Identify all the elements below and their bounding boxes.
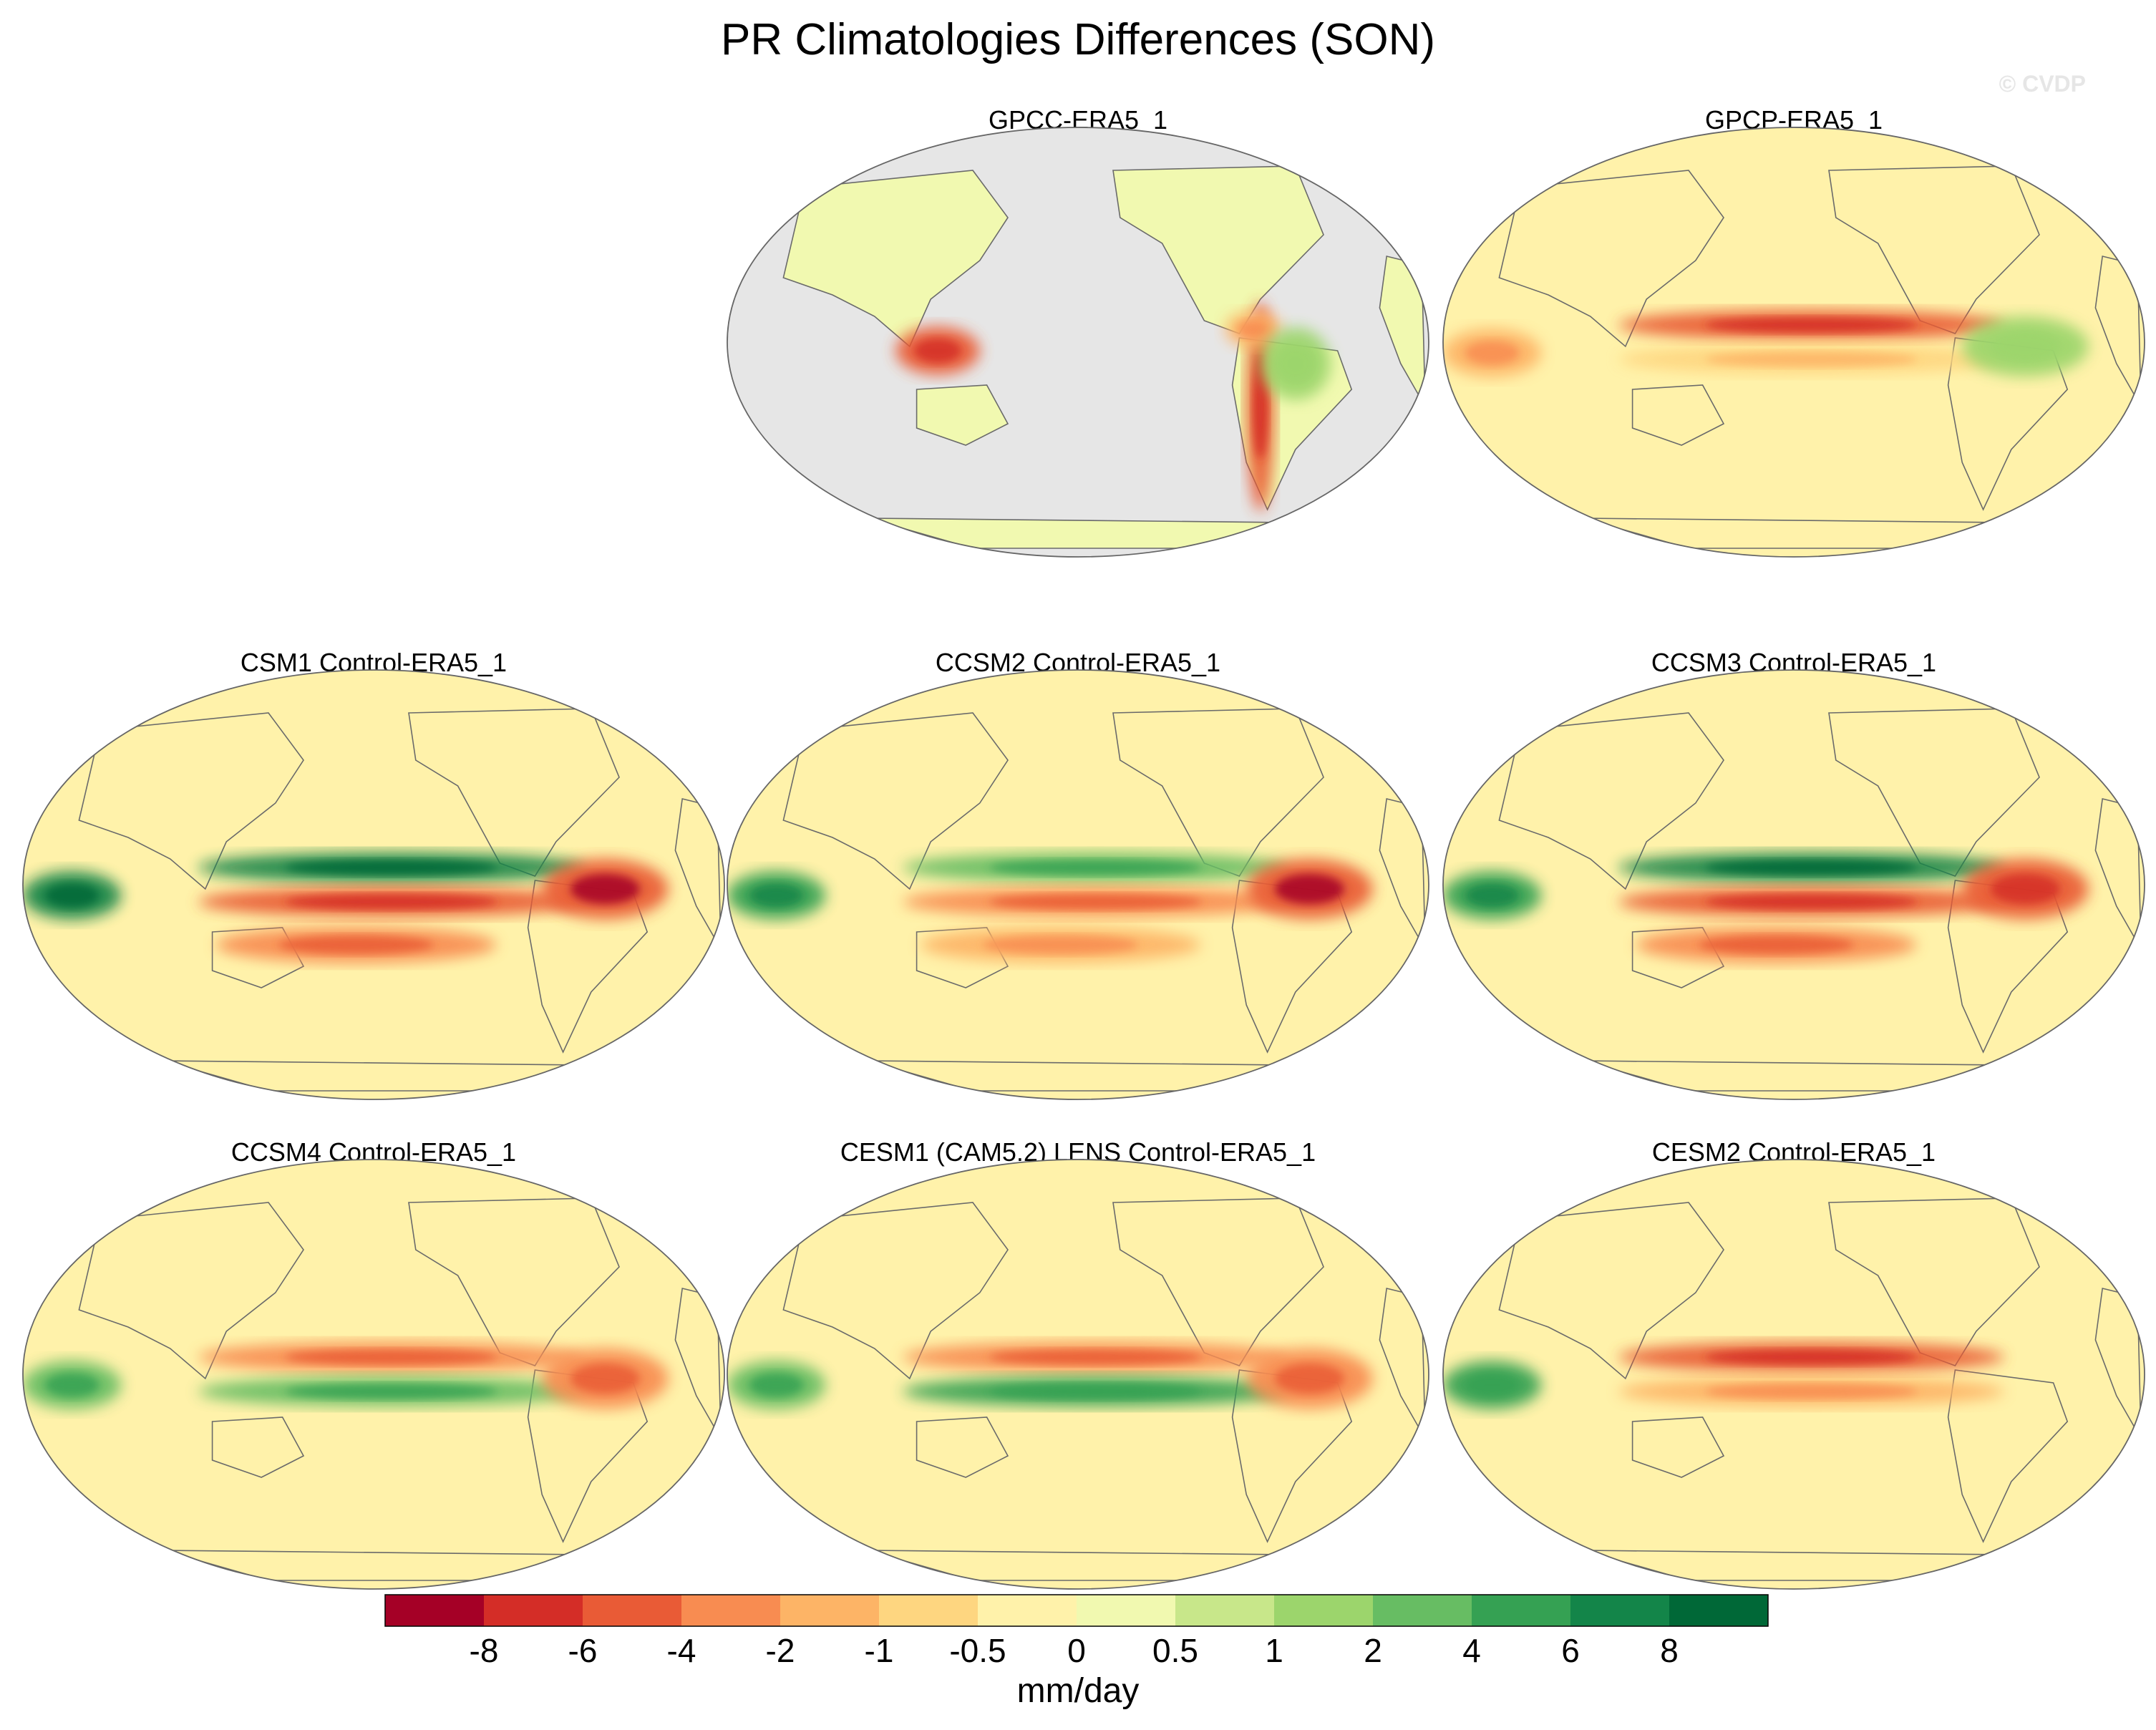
colorbar-tick-label: 4 <box>1462 1632 1481 1669</box>
coastline-antarctica <box>867 517 1289 549</box>
anomaly-core <box>1465 341 1520 365</box>
anomaly-core <box>914 339 961 363</box>
map-panel: CESM1 (CAM5.2) LENS Control-ERA5_1 <box>727 1137 1429 1590</box>
map-panel: GPCP-ERA5_1 <box>1442 105 2145 558</box>
anomaly-core <box>285 1384 497 1399</box>
map-border <box>22 1159 725 1590</box>
colorbar-swatch <box>1570 1595 1669 1626</box>
anomaly-core <box>285 860 497 875</box>
map-border <box>22 669 725 1100</box>
anomaly-core <box>44 883 99 908</box>
map-background <box>1443 1160 2145 1589</box>
colorbar-swatch <box>1472 1595 1570 1626</box>
coastline-australia <box>1631 384 1725 446</box>
map-border <box>1442 669 2145 1100</box>
map-panel: GPCC-ERA5_1 <box>727 105 1429 558</box>
anomaly-core <box>1274 874 1344 904</box>
colorbar-tick-label: 2 <box>1364 1632 1382 1669</box>
anomaly-core <box>1276 345 1315 382</box>
colorbar-swatch <box>879 1595 978 1626</box>
anomaly-core <box>1699 936 1854 954</box>
colorbar-tick-label: -6 <box>568 1632 598 1669</box>
coastline-australia <box>916 927 1009 988</box>
map-panel: CCSM2 Control-ERA5_1 <box>727 648 1429 1100</box>
map-panels: GPCC-ERA5_1 GPCP-ERA5_1 CSM1 Control-ERA5_… <box>22 105 2145 1590</box>
colorbar-swatch <box>1077 1595 1175 1626</box>
anomaly-core <box>1274 1364 1344 1394</box>
anomaly-core <box>989 1384 1202 1399</box>
anomaly-core <box>278 936 434 954</box>
anomaly-core <box>989 1349 1202 1365</box>
map-panel: CESM2 Control-ERA5_1 <box>1442 1137 2145 1590</box>
map-border <box>727 1159 1429 1590</box>
coastline-australia <box>916 384 1009 446</box>
anomaly-core <box>749 883 804 908</box>
map-panel: CCSM3 Control-ERA5_1 <box>1442 648 2145 1100</box>
coastline-australia <box>916 1416 1009 1478</box>
anomaly-core <box>570 1364 640 1394</box>
coastline-australia <box>211 927 305 988</box>
anomaly-core <box>1238 320 1269 339</box>
coastline-australia <box>211 1416 305 1478</box>
anomaly-core <box>1465 1373 1520 1397</box>
figure-title: PR Climatologies Differences (SON) <box>721 15 1435 64</box>
anomaly-core <box>285 1349 497 1365</box>
colorbar-swatch <box>681 1595 780 1626</box>
colorbar-tick-label: -8 <box>470 1632 499 1669</box>
colorbar-swatch <box>1175 1595 1274 1626</box>
anomaly-core <box>749 1373 804 1397</box>
colorbar-frame <box>384 1594 1769 1627</box>
credit-label: © CVDP <box>1999 71 2086 97</box>
anomaly-core <box>1705 351 1918 367</box>
colorbar-swatch <box>1373 1595 1472 1626</box>
anomaly-core <box>1990 331 2060 361</box>
map-border <box>727 669 1429 1100</box>
colorbar-swatch <box>385 1595 484 1626</box>
colorbar-tick-label: 0.5 <box>1152 1632 1198 1669</box>
colorbar-swatch <box>978 1595 1077 1626</box>
colorbar-swatch <box>780 1595 879 1626</box>
anomaly-core <box>989 894 1202 910</box>
anomaly-core <box>1705 894 1918 910</box>
colorbar-tick-label: -2 <box>766 1632 795 1669</box>
anomaly-core <box>1705 1349 1918 1365</box>
anomaly-core <box>1990 874 2060 904</box>
map-border <box>1442 1159 2145 1590</box>
colorbar: -8 -6 -4 -2 -1 -0.5 0 0.5 1 2 4 6 8 <box>384 1594 1769 1669</box>
colorbar-tick-label: 6 <box>1561 1632 1580 1669</box>
anomaly-core <box>989 860 1202 875</box>
colorbar-swatch <box>1274 1595 1373 1626</box>
colorbar-tick-label: 0 <box>1067 1632 1086 1669</box>
colorbar-units: mm/day <box>1017 1672 1140 1710</box>
anomaly-core <box>1705 1384 1918 1399</box>
anomaly-core <box>983 936 1138 954</box>
map-panel: CCSM4 Control-ERA5_1 <box>22 1137 725 1590</box>
colorbar-swatch <box>583 1595 681 1626</box>
map-border <box>1442 127 2145 558</box>
coastline-australia <box>1631 1416 1725 1478</box>
coastline-australia <box>1631 927 1725 988</box>
colorbar-tick-label: -4 <box>667 1632 696 1669</box>
anomaly-core <box>1465 883 1520 908</box>
coastline-samerica <box>1947 1369 2069 1543</box>
colorbar-tick-label: 1 <box>1265 1632 1283 1669</box>
anomaly-core <box>570 874 640 904</box>
colorbar-tick-label: -1 <box>865 1632 894 1669</box>
colorbar-tick-label: -0.5 <box>949 1632 1006 1669</box>
colorbar-swatch <box>484 1595 583 1626</box>
colorbar-tick-label: 8 <box>1660 1632 1679 1669</box>
map-border <box>727 127 1429 558</box>
coastline-asia <box>782 170 1009 348</box>
colorbar-swatch <box>1669 1595 1768 1626</box>
map-panel: CSM1 Control-ERA5_1 <box>22 648 725 1100</box>
anomaly-core <box>1705 317 1918 333</box>
anomaly-core <box>1253 354 1268 460</box>
anomaly-core <box>44 1373 99 1397</box>
anomaly-core <box>1705 860 1918 875</box>
anomaly-core <box>285 894 497 910</box>
